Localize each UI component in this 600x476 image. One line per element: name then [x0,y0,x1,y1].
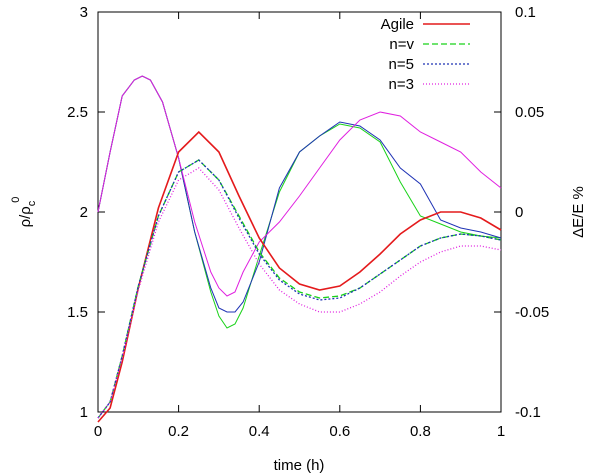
y-tick-label: 1.5 [67,304,88,321]
energy-series-line-1 [97,75,502,313]
y2-tick-label: 0.1 [515,4,536,21]
legend-label: Agile [381,16,414,33]
y-axis-label-sup: 0 [10,197,22,203]
x-tick-label: 0.4 [249,423,270,440]
y2-tick-label: 0 [515,204,523,221]
series-line-n=3 [97,167,502,419]
y-axis-right: -0.1 -0.05 0 0.05 0.1 [494,4,549,421]
y-tick-label: 3 [80,4,88,21]
energy-series-line-2 [97,75,502,297]
series-line-n=5 [97,159,502,419]
y2-tick-label: -0.05 [515,304,549,321]
y-axis-label: ρ/ρc0 [10,197,38,228]
y2-tick-label: 0.05 [515,104,544,121]
x-tick-label: 0 [94,423,102,440]
x-tick-label: 1 [497,423,505,440]
y2-axis-label: ΔE/E % [570,186,587,238]
y-axis-left: 1 1.5 2 2.5 3 [67,4,105,421]
y-tick-label: 2.5 [67,104,88,121]
series-line-Agile [97,130,502,423]
y-axis-label-base: ρ/ρ [17,206,34,227]
energy-series-line-0 [97,75,502,329]
y2-tick-label: -0.1 [515,404,541,421]
x-tick-label: 0.2 [168,423,189,440]
x-axis: 0 0.2 0.4 0.6 0.8 1 [94,12,505,440]
x-axis-label: time (h) [274,457,325,474]
x-tick-label: 0.8 [410,423,431,440]
energy-series-group [97,75,502,329]
y-tick-label: 2 [80,204,88,221]
series-line-n=v [97,159,502,419]
y-tick-label: 1 [80,404,88,421]
legend-label: n=5 [389,56,414,73]
legend: Agile n=v n=5 n=3 [381,16,470,93]
y-axis-label-sub: c [26,200,38,206]
legend-label: n=v [389,36,414,53]
legend-label: n=3 [389,76,414,93]
density-series-group [97,130,502,423]
x-tick-label: 0.6 [329,423,350,440]
